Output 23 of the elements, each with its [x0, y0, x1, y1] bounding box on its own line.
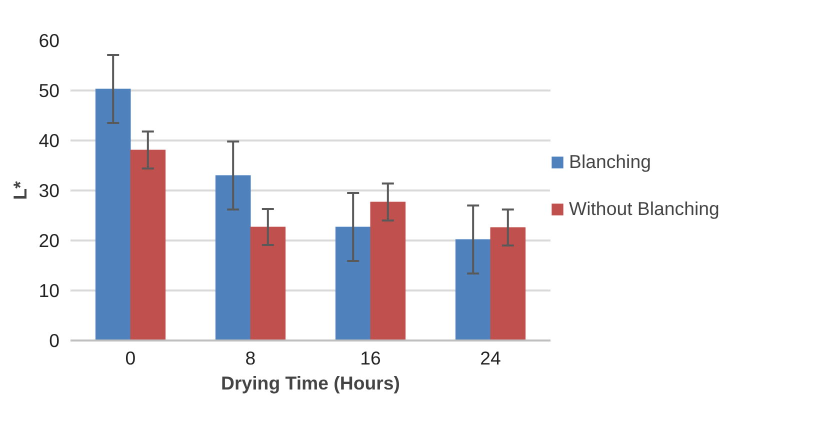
- x-tick-label: 24: [480, 348, 501, 368]
- y-tick-label: 0: [49, 330, 60, 351]
- x-tick-label: 8: [245, 348, 256, 368]
- bar: [250, 226, 286, 340]
- legend-label: Blanching: [569, 151, 651, 173]
- bar: [215, 175, 251, 340]
- y-tick-label: 30: [38, 180, 60, 201]
- bar: [455, 239, 491, 340]
- legend-label: Without Blanching: [569, 198, 720, 220]
- y-tick-label: 50: [38, 80, 60, 101]
- y-tick-label: 10: [38, 280, 60, 301]
- y-tick-label: 40: [38, 130, 60, 151]
- y-axis-title: L*: [10, 180, 31, 200]
- bar: [130, 150, 166, 340]
- x-tick-label: 0: [125, 348, 136, 368]
- bar: [370, 202, 406, 340]
- y-tick-label: 60: [38, 30, 60, 51]
- y-tick-label: 20: [38, 230, 60, 251]
- bar: [490, 227, 526, 340]
- bar: [335, 226, 371, 340]
- bar: [95, 88, 131, 340]
- x-tick-label: 16: [360, 348, 381, 368]
- x-axis-title: Drying Time (Hours): [221, 372, 400, 394]
